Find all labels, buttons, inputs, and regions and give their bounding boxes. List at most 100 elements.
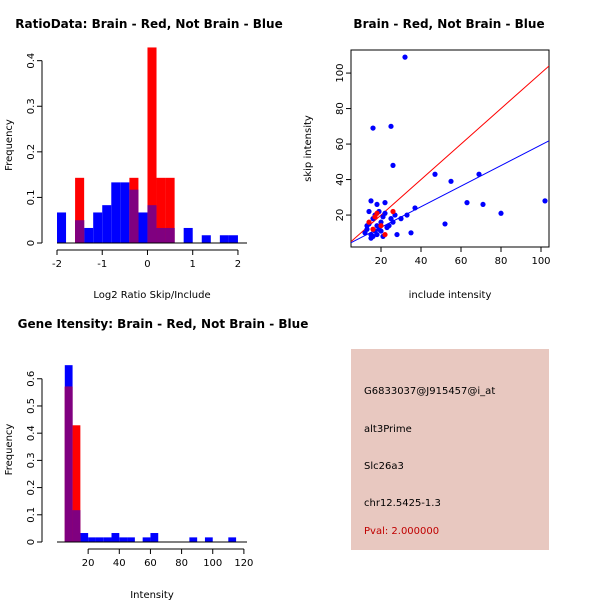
x-tick-label: 60 bbox=[144, 558, 157, 569]
y-tick-label: 0.5 bbox=[26, 398, 37, 414]
not-brain-point bbox=[402, 54, 408, 60]
y-tick-label: 80 bbox=[335, 102, 346, 115]
chart-title: Gene Itensity: Brain - Red, Not Brain - … bbox=[18, 317, 309, 331]
not-brain-bar bbox=[201, 235, 211, 243]
not-brain-point bbox=[448, 178, 454, 184]
overlap-bar bbox=[75, 220, 85, 243]
y-tick-label: 0.6 bbox=[26, 371, 37, 387]
brain-point bbox=[378, 223, 384, 229]
not-brain-bar bbox=[102, 205, 112, 243]
chart-title: RatioData: Brain - Red, Not Brain - Blue bbox=[15, 17, 282, 31]
brain-bar bbox=[165, 177, 175, 243]
not-brain-point bbox=[386, 223, 392, 229]
not-brain-bar bbox=[84, 227, 94, 243]
y-axis-label: skip intensity bbox=[303, 115, 314, 182]
not-brain-point bbox=[498, 210, 504, 216]
x-tick-label: 80 bbox=[495, 256, 508, 267]
not-brain-point bbox=[388, 123, 394, 129]
ratio-histogram-panel: RatioData: Brain - Red, Not Brain - Blue… bbox=[4, 17, 283, 301]
not-brain-bar bbox=[150, 533, 159, 542]
not-brain-bar bbox=[204, 537, 213, 542]
not-brain-bar bbox=[119, 537, 128, 542]
y-tick-label: 0.4 bbox=[26, 425, 37, 441]
not-brain-point bbox=[442, 221, 448, 227]
y-tick-label: 0.3 bbox=[26, 452, 37, 468]
overlap-bar bbox=[72, 510, 81, 542]
y-tick-label: 0 bbox=[26, 240, 37, 246]
brain-point bbox=[370, 226, 376, 232]
brain-point bbox=[390, 208, 396, 215]
not-brain-bar bbox=[183, 227, 193, 243]
not-brain-point bbox=[412, 205, 418, 211]
x-axis-label: Log2 Ratio Skip/Include bbox=[93, 290, 210, 301]
y-tick-label: 100 bbox=[335, 64, 346, 83]
not-brain-point bbox=[366, 208, 372, 215]
not-brain-point bbox=[476, 171, 482, 177]
not-brain-point bbox=[368, 198, 374, 204]
y-tick-label: 40 bbox=[335, 173, 346, 186]
not-brain-bar bbox=[103, 537, 112, 542]
not-brain-bar bbox=[138, 212, 148, 243]
not-brain-point bbox=[374, 201, 380, 208]
x-tick-label: 2 bbox=[235, 259, 241, 270]
gene-intensity-histogram-panel: Gene Itensity: Brain - Red, Not Brain - … bbox=[4, 317, 309, 601]
x-tick-label: 20 bbox=[82, 558, 95, 569]
brain-point bbox=[382, 231, 388, 238]
overlap-bar bbox=[147, 205, 157, 243]
brain-point bbox=[366, 219, 372, 225]
chart-title: Brain - Red, Not Brain - Blue bbox=[353, 17, 544, 31]
not-brain-bar bbox=[219, 235, 229, 243]
not-brain-point bbox=[382, 200, 388, 206]
y-tick-label: 20 bbox=[335, 209, 346, 222]
not-brain-point bbox=[370, 125, 376, 131]
y-tick-label: 0 bbox=[26, 539, 37, 545]
overlap-bar bbox=[129, 189, 139, 243]
y-tick-label: 0.4 bbox=[26, 53, 37, 69]
overlap-bar bbox=[165, 227, 175, 243]
y-tick-label: 0.2 bbox=[26, 480, 37, 496]
brain-bar bbox=[147, 47, 157, 244]
x-tick-label: 100 bbox=[531, 256, 550, 267]
y-tick-label: 60 bbox=[335, 138, 346, 151]
not-brain-bar bbox=[228, 537, 237, 542]
not-brain-bar bbox=[95, 537, 104, 542]
y-tick-label: 0.3 bbox=[26, 98, 37, 114]
not-brain-fit-line bbox=[351, 140, 549, 244]
y-tick-label: 0.1 bbox=[26, 189, 37, 205]
not-brain-bar bbox=[127, 537, 135, 542]
gene-name: Slc26a3 bbox=[364, 461, 404, 472]
x-axis-label: include intensity bbox=[409, 290, 492, 301]
brain-point bbox=[372, 214, 378, 220]
x-tick-label: 40 bbox=[113, 558, 126, 569]
not-brain-bar bbox=[142, 537, 151, 542]
not-brain-point bbox=[394, 231, 400, 238]
not-brain-bar bbox=[93, 212, 103, 243]
not-brain-point bbox=[370, 233, 376, 239]
brain-fit-line bbox=[351, 65, 549, 243]
x-tick-label: -1 bbox=[97, 259, 107, 270]
y-axis-label: Frequency bbox=[4, 424, 15, 476]
not-brain-bar bbox=[228, 235, 238, 243]
not-brain-point bbox=[464, 200, 470, 206]
not-brain-point bbox=[390, 162, 396, 168]
not-brain-bar bbox=[80, 533, 89, 542]
not-brain-bar bbox=[120, 182, 130, 243]
y-tick-label: 0.1 bbox=[26, 507, 37, 523]
y-axis-label: Frequency bbox=[4, 119, 15, 171]
not-brain-point bbox=[408, 230, 414, 236]
probe-info-box: G6833037@J915457@i_at alt3Prime Slc26a3 … bbox=[351, 349, 549, 550]
not-brain-point bbox=[432, 171, 438, 177]
not-brain-point bbox=[542, 198, 548, 204]
x-tick-label: 20 bbox=[375, 256, 388, 267]
not-brain-point bbox=[382, 210, 388, 216]
x-tick-label: 60 bbox=[455, 256, 468, 267]
not-brain-bar bbox=[189, 537, 198, 542]
event-type: alt3Prime bbox=[364, 424, 412, 435]
not-brain-bar bbox=[88, 537, 96, 542]
x-tick-label: 40 bbox=[415, 256, 428, 267]
x-tick-label: 80 bbox=[175, 558, 188, 569]
overlap-bar bbox=[156, 227, 166, 243]
x-tick-label: 1 bbox=[190, 259, 196, 270]
